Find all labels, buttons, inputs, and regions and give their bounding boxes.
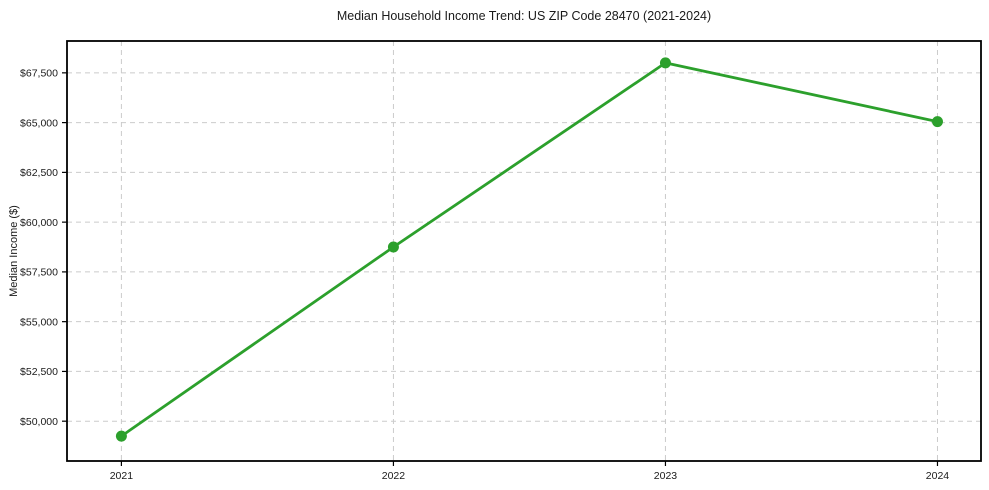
x-tick-label: 2023 xyxy=(654,470,678,482)
y-tick-label: $62,500 xyxy=(20,167,58,179)
data-point-marker-2022 xyxy=(387,241,399,253)
x-tick-label: 2024 xyxy=(926,470,950,482)
x-tick-label: 2021 xyxy=(110,470,134,482)
y-tick-label: $60,000 xyxy=(20,217,58,229)
y-tick-label: $67,500 xyxy=(20,68,58,80)
data-point-marker-2024 xyxy=(931,116,943,128)
data-point-marker-2023 xyxy=(659,57,671,69)
chart-title: Median Household Income Trend: US ZIP Co… xyxy=(336,9,712,23)
plot-border xyxy=(66,40,982,462)
x-tick-label: 2022 xyxy=(382,470,406,482)
plot-area-background xyxy=(67,41,981,461)
y-tick-label: $52,500 xyxy=(20,366,58,378)
y-tick-label: $57,500 xyxy=(20,267,58,279)
y-tick-label: $65,000 xyxy=(20,117,58,129)
y-tick-label: $50,000 xyxy=(20,416,58,428)
trend-line xyxy=(120,61,939,438)
y-tick-label: $55,000 xyxy=(20,316,58,328)
data-point-marker-2021 xyxy=(115,430,127,442)
